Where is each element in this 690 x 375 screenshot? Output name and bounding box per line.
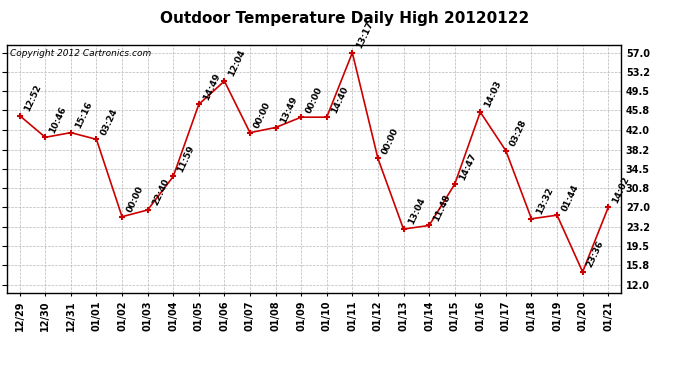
- Text: 14:47: 14:47: [457, 152, 478, 182]
- Text: 12:04: 12:04: [227, 49, 248, 78]
- Text: 13:17: 13:17: [355, 20, 375, 50]
- Text: 23:36: 23:36: [585, 239, 606, 269]
- Text: 13:49: 13:49: [278, 95, 299, 125]
- Text: Outdoor Temperature Daily High 20120122: Outdoor Temperature Daily High 20120122: [160, 11, 530, 26]
- Text: Copyright 2012 Cartronics.com: Copyright 2012 Cartronics.com: [10, 49, 151, 58]
- Text: 22:40: 22:40: [150, 177, 170, 207]
- Text: 00:00: 00:00: [381, 126, 401, 156]
- Text: 14:02: 14:02: [611, 175, 631, 205]
- Text: 14:03: 14:03: [483, 80, 503, 109]
- Text: 11:59: 11:59: [176, 144, 196, 174]
- Text: 03:28: 03:28: [509, 118, 529, 148]
- Text: 00:00: 00:00: [253, 100, 273, 130]
- Text: 14:49: 14:49: [201, 71, 222, 102]
- Text: 11:48: 11:48: [432, 193, 452, 223]
- Text: 01:44: 01:44: [560, 183, 580, 212]
- Text: 00:00: 00:00: [304, 85, 324, 114]
- Text: 12:52: 12:52: [23, 83, 43, 113]
- Text: 14:40: 14:40: [330, 84, 350, 114]
- Text: 15:16: 15:16: [74, 100, 94, 130]
- Text: 10:46: 10:46: [48, 105, 68, 135]
- Text: 13:04: 13:04: [406, 196, 426, 226]
- Text: 13:32: 13:32: [534, 186, 555, 216]
- Text: 00:00: 00:00: [125, 184, 145, 214]
- Text: 03:24: 03:24: [99, 107, 119, 136]
